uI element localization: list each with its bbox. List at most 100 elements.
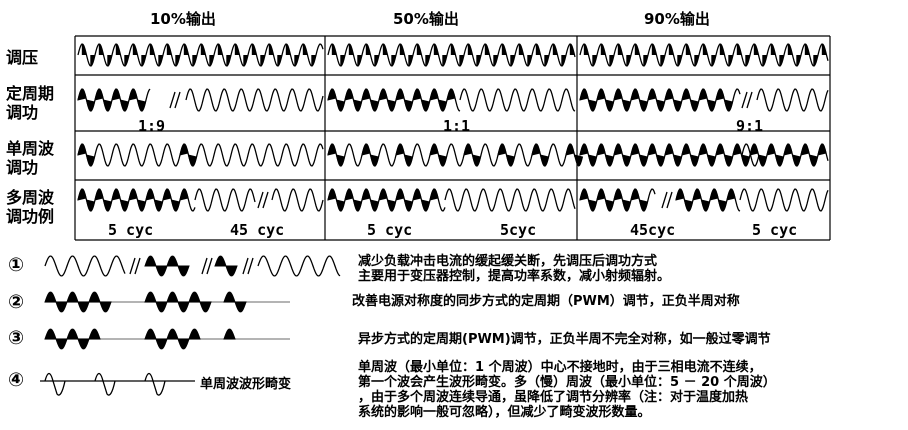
filled-sine-wave	[395, 143, 414, 167]
legend-number-3: ③	[8, 327, 25, 349]
chopped-lobe	[510, 55, 515, 66]
chopped-lobe	[617, 44, 623, 55]
filled-sine-wave	[44, 291, 112, 313]
row-label-multi-cycle: 多周波 调功例	[6, 188, 55, 226]
thin-sine-wave	[44, 255, 126, 277]
thin-sine-wave	[77, 188, 196, 212]
chopped-lobe	[467, 44, 473, 55]
chopped-lobe	[251, 44, 257, 55]
chopped-lobe	[804, 44, 810, 55]
filled-sine-wave	[579, 143, 827, 167]
legend-text-1: 减少负载冲击电流的缓起缓关断，先调压后调功方式 主要用于变压器控制，提高功率系数…	[358, 254, 671, 284]
chopped-lobe	[425, 55, 430, 66]
filled-sine-wave	[429, 143, 448, 167]
break-mark	[201, 257, 213, 275]
chopped-lobe	[787, 44, 793, 55]
row-label-single-cycle: 单周波 调功	[6, 139, 55, 177]
chopped-lobe	[141, 55, 146, 66]
break-mark	[257, 191, 269, 209]
chopped-lobe	[268, 44, 274, 55]
chopped-lobe	[416, 44, 422, 55]
chopped-lobe	[311, 55, 316, 66]
chopped-lobe	[90, 55, 95, 66]
chopped-lobe	[391, 55, 396, 66]
chopped-lobe	[677, 55, 682, 66]
chopped-lobe	[569, 44, 575, 55]
chopped-lobe	[527, 55, 532, 66]
chopped-lobe	[796, 55, 801, 66]
chopped-lobe	[302, 44, 308, 55]
chopped-lobe	[459, 55, 464, 66]
chopped-lobe	[779, 55, 784, 66]
distorted-cycle	[94, 372, 116, 396]
cycles-label: 45cyc	[630, 221, 676, 239]
filled-sine-wave	[565, 143, 584, 167]
chopped-lobe	[552, 44, 558, 55]
chopped-lobe	[745, 55, 750, 66]
chopped-lobe	[175, 55, 180, 66]
chopped-lobe	[626, 55, 631, 66]
legend-number-4: ④	[8, 369, 25, 391]
chopped-lobe	[234, 44, 240, 55]
chopped-lobe	[340, 55, 345, 66]
chopped-lobe	[158, 55, 163, 66]
distorted-cycle	[44, 372, 66, 396]
break-mark	[741, 91, 753, 109]
legend-number-1: ①	[8, 254, 25, 276]
thin-sine-wave	[77, 43, 324, 67]
chopped-lobe	[124, 55, 129, 66]
chopped-lobe	[668, 44, 674, 55]
chopped-lobe	[98, 44, 104, 55]
chopped-lobe	[277, 55, 282, 66]
chopped-lobe	[634, 44, 640, 55]
chopped-lobe	[813, 55, 818, 66]
cycles-label: 5 cyc	[752, 221, 798, 239]
chopped-lobe	[243, 55, 248, 66]
thin-sine-wave	[579, 43, 829, 67]
chopped-lobe	[762, 55, 767, 66]
chopped-lobe	[357, 55, 362, 66]
thin-sine-wave	[741, 143, 760, 167]
chopped-lobe	[770, 44, 776, 55]
chopped-lobe	[544, 55, 549, 66]
chopped-lobe	[382, 44, 388, 55]
legend-text-4: 单周波波形畸变	[200, 377, 292, 392]
header-50-percent: 50%输出	[393, 10, 459, 28]
thin-sine-wave	[756, 88, 829, 112]
chopped-lobe	[702, 44, 708, 55]
chopped-lobe	[226, 55, 231, 66]
filled-sine-wave	[361, 143, 380, 167]
break-mark	[129, 257, 141, 275]
chopped-lobe	[183, 44, 189, 55]
thin-sine-wave	[77, 88, 151, 112]
chopped-lobe	[501, 44, 507, 55]
thin-sine-wave	[327, 188, 446, 212]
filled-sine-wave	[144, 328, 201, 350]
chopped-lobe	[132, 44, 138, 55]
chopped-lobe	[660, 55, 665, 66]
legend-note-4: 单周波（最小单位：1 个周波）中心不接地时，由于三相电流不连续， 第一个波会产生…	[358, 360, 776, 420]
cycles-label: 45 cyc	[230, 221, 285, 239]
thin-sine-wave	[675, 188, 741, 212]
chopped-lobe	[493, 55, 498, 66]
chopped-lobe	[600, 44, 606, 55]
thin-sine-wave	[271, 188, 324, 212]
ratio-1-9: 1:9	[138, 117, 166, 135]
chopped-lobe	[348, 44, 354, 55]
thin-sine-wave	[579, 143, 829, 167]
chopped-lobe	[561, 55, 566, 66]
chopped-lobe	[365, 44, 371, 55]
thin-sine-wave	[459, 88, 576, 112]
filled-sine-wave	[77, 143, 96, 167]
chopped-lobe	[294, 55, 299, 66]
chopped-lobe	[149, 44, 155, 55]
chopped-lobe	[753, 44, 759, 55]
chopped-lobe	[728, 55, 733, 66]
thin-sine-wave	[194, 188, 256, 212]
chopped-lobe	[592, 55, 597, 66]
distorted-cycle	[144, 372, 166, 396]
thin-sine-wave	[257, 255, 341, 277]
filled-sine-wave	[214, 255, 238, 277]
